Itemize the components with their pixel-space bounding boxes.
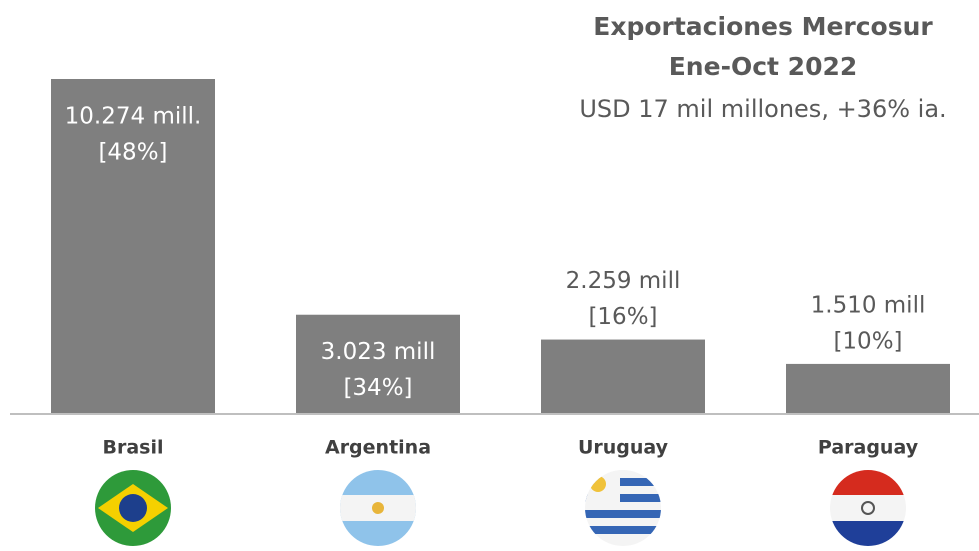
bar [296, 314, 460, 413]
data-label: [16%] [588, 304, 657, 330]
bar [541, 339, 705, 413]
chart-title: Ene-Oct 2022 [669, 52, 858, 81]
bar [51, 79, 215, 413]
x-tick-label: Argentina [325, 437, 431, 459]
x-tick-label: Brasil [102, 437, 163, 459]
data-label: [34%] [343, 375, 412, 401]
x-tick-label: Uruguay [578, 437, 669, 459]
data-label: 3.023 mill [321, 339, 436, 365]
flag [585, 470, 661, 546]
data-label: [48%] [98, 140, 167, 166]
chart-title: Exportaciones Mercosur [593, 12, 933, 41]
flag [340, 470, 416, 546]
flag [830, 470, 906, 546]
x-tick-label: Paraguay [818, 437, 919, 459]
chart-subtitle: USD 17 mil millones, +36% ia. [579, 95, 946, 123]
bar [786, 363, 950, 413]
data-label: 2.259 mill [566, 268, 681, 294]
data-label: [10%] [833, 328, 902, 354]
data-label: 1.510 mill [811, 292, 926, 318]
data-label: 10.274 mill. [65, 104, 202, 130]
flag [95, 470, 171, 546]
